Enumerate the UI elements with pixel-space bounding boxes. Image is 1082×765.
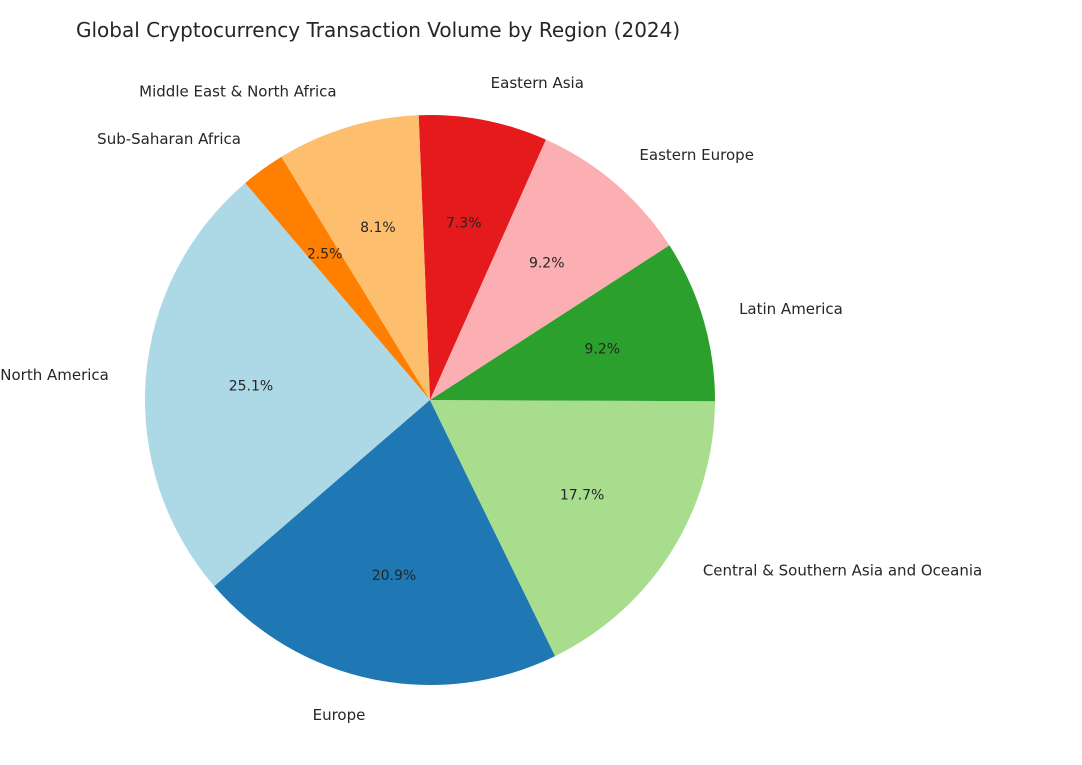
pie-slice-label: Eastern Europe — [639, 146, 754, 164]
pie-slice-pct: 20.9% — [372, 568, 416, 584]
pie-slice-label: Middle East & North Africa — [139, 82, 336, 100]
pie-slice-pct: 2.5% — [307, 247, 343, 263]
pie-slice-pct: 9.2% — [585, 342, 621, 358]
pie-chart: 7.3% Eastern Asia 8.1% Middle East & North … — [0, 0, 1082, 765]
pie-slice-label: Central & Southern Asia and Oceania — [703, 562, 982, 580]
pie-slice-pct: 25.1% — [229, 378, 273, 394]
pie-slice-pct: 17.7% — [560, 487, 604, 503]
chart-stage: Global Cryptocurrency Transaction Volume… — [0, 0, 1082, 765]
pie-slice-pct: 9.2% — [529, 256, 565, 272]
pie-slice-pct: 7.3% — [446, 216, 482, 232]
pie-slice-label: North America — [0, 366, 109, 384]
pie-slice-pct: 8.1% — [360, 220, 396, 236]
pie-slice-label: Sub-Saharan Africa — [97, 130, 241, 148]
pie-slice-label: Latin America — [739, 300, 843, 318]
pie-slice-label: Eastern Asia — [491, 74, 584, 92]
pie-slice-label: Europe — [313, 706, 366, 724]
